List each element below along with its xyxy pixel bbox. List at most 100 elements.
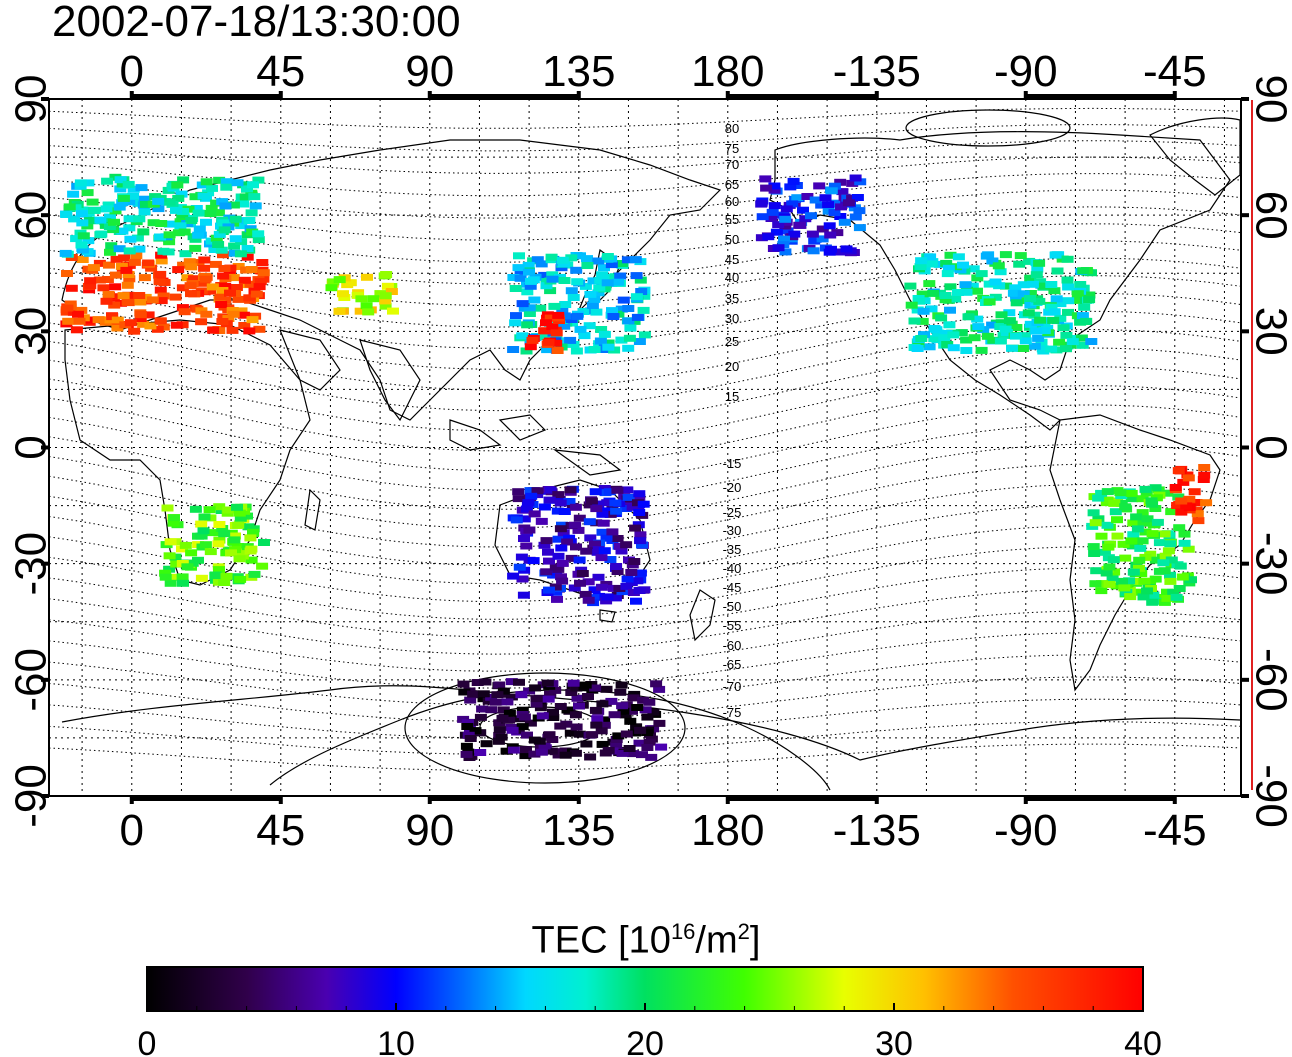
- tec-cell: [636, 541, 648, 549]
- tec-cell: [766, 208, 779, 216]
- contour-label: 30: [725, 311, 739, 326]
- tec-cell: [176, 573, 189, 581]
- tec-cell: [556, 256, 569, 264]
- tec-cell: [84, 277, 97, 285]
- tec-cell: [72, 310, 84, 318]
- tec-cell: [161, 504, 174, 512]
- tec-cell: [1035, 338, 1048, 346]
- tec-cell: [574, 579, 586, 587]
- tec-cell: [806, 230, 819, 238]
- tec-cell: [772, 221, 785, 229]
- tec-cell: [616, 749, 629, 757]
- tec-cell: [589, 540, 601, 548]
- bottom-bar-segment: [727, 796, 877, 801]
- tec-cell: [1024, 295, 1036, 302]
- tec-cell: [528, 296, 541, 304]
- tec-cell: [75, 210, 88, 218]
- tec-cell: [518, 535, 530, 542]
- tec-cell: [243, 327, 256, 335]
- tec-cell: [100, 205, 113, 213]
- tec-cell: [989, 293, 1002, 301]
- tec-cell: [543, 731, 556, 739]
- tec-cell: [1062, 308, 1074, 316]
- right-tick: [1241, 677, 1249, 682]
- tec-cell: [1149, 575, 1162, 583]
- tec-cell: [975, 270, 988, 278]
- contour-line: [49, 124, 1241, 152]
- map-title: 2002-07-18/13:30:00: [52, 0, 461, 46]
- tec-cell: [238, 276, 251, 284]
- tec-cell: [643, 738, 656, 746]
- tec-cell: [134, 298, 147, 306]
- tec-cell: [1089, 519, 1102, 527]
- tec-cell: [1060, 331, 1073, 339]
- contour-label: -45: [723, 580, 742, 595]
- x-top-tick-label: 180: [691, 47, 764, 96]
- tec-cell: [204, 548, 217, 556]
- tec-cell: [526, 336, 539, 344]
- tec-cell: [523, 268, 535, 276]
- tec-cell: [1141, 515, 1154, 523]
- tec-cell: [169, 293, 182, 301]
- tec-cell: [216, 287, 229, 294]
- top-bar-segment: [131, 94, 281, 99]
- tec-cell: [572, 526, 585, 534]
- tec-cell: [944, 251, 957, 259]
- tec-cell: [622, 493, 635, 501]
- tec-cell: [1098, 548, 1111, 556]
- tec-cell: [960, 336, 973, 344]
- tec-cell: [851, 194, 864, 201]
- tec-cell: [580, 740, 593, 748]
- tec-cell: [121, 298, 134, 306]
- tec-cell: [195, 318, 208, 326]
- tec-cell: [916, 317, 929, 325]
- tec-cell: [1030, 271, 1043, 279]
- tec-cell: [570, 684, 583, 692]
- tec-cell: [611, 535, 624, 542]
- tec-cell: [597, 519, 610, 527]
- tec-cell: [1125, 495, 1138, 503]
- tec-cell: [241, 253, 254, 261]
- tec-cell: [1175, 508, 1188, 516]
- tec-cell: [1031, 265, 1044, 273]
- tec-cell: [163, 238, 176, 246]
- tec-cell: [601, 253, 614, 260]
- tec-cell: [1158, 530, 1171, 538]
- tec-cell: [768, 186, 781, 194]
- tec-cell: [621, 486, 634, 494]
- contour-label: 75: [725, 141, 739, 156]
- x-top-tick-label: 90: [405, 47, 454, 96]
- tec-cell: [62, 317, 75, 325]
- tec-cell: [595, 583, 608, 591]
- tec-cell: [253, 325, 266, 333]
- tec-cell: [610, 736, 623, 743]
- tec-cell: [103, 223, 116, 230]
- right-tick: [1241, 97, 1249, 101]
- y-right-tick-label: -60: [1246, 648, 1292, 712]
- tec-cell: [1117, 540, 1130, 548]
- tec-cell: [634, 531, 647, 539]
- tec-cell: [521, 288, 534, 296]
- tec-cell: [565, 689, 578, 696]
- tec-cell: [762, 233, 775, 241]
- tec-cell: [595, 326, 608, 333]
- tec-cell: [493, 719, 506, 727]
- tec-cell: [235, 548, 248, 556]
- tec-cell: [995, 311, 1008, 319]
- tec-cell: [546, 736, 559, 743]
- tec-cell: [557, 260, 570, 268]
- tec-cell: [1038, 320, 1051, 328]
- tec-cell: [540, 537, 553, 545]
- tec-cell: [123, 215, 136, 223]
- tec-cell: [145, 264, 158, 272]
- contour-label: 70: [725, 157, 739, 172]
- tec-cell: [76, 256, 89, 263]
- tec-cell: [592, 500, 605, 508]
- tec-cell: [638, 331, 651, 339]
- tec-cell: [198, 264, 211, 272]
- tec-cell: [779, 222, 792, 230]
- tec-cell: [185, 263, 198, 271]
- tec-cell: [164, 579, 177, 587]
- tec-cell: [992, 262, 1005, 270]
- contour-line: [49, 404, 1241, 491]
